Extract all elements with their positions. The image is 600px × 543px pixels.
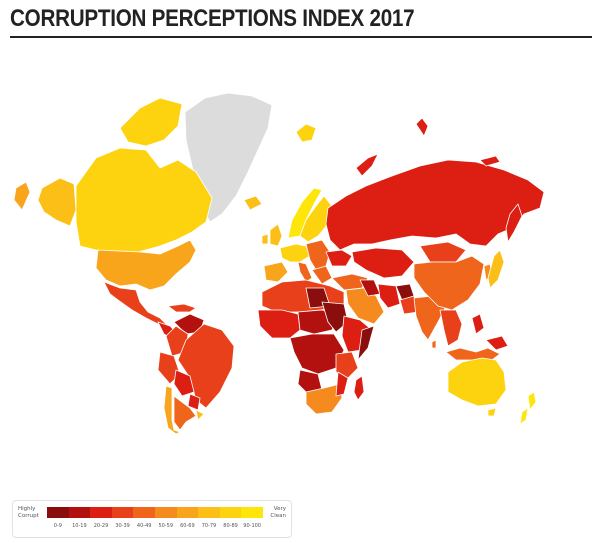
region-argentina[interactable] <box>173 395 197 431</box>
legend-high-line-2: Clean <box>270 513 286 519</box>
region-west-africa[interactable] <box>257 309 301 339</box>
legend-tick-label: 0-9 <box>53 523 62 529</box>
region-iceland[interactable] <box>243 195 263 211</box>
region-philippines[interactable] <box>471 313 485 335</box>
region-china[interactable] <box>413 255 485 311</box>
legend-swatch <box>47 507 69 518</box>
legend-low-line-1: Highly <box>18 506 36 512</box>
region-central-asia[interactable] <box>351 247 415 279</box>
region-brazil[interactable] <box>177 323 235 409</box>
region-arctic-islands[interactable] <box>119 97 183 147</box>
region-ireland[interactable] <box>261 233 269 245</box>
region-bolivia[interactable] <box>173 369 195 397</box>
region-mongolia[interactable] <box>419 241 467 263</box>
legend-swatch <box>198 507 220 518</box>
region-uk[interactable] <box>269 223 283 247</box>
region-novaya-zemlya[interactable] <box>355 153 379 177</box>
page-title: CORRUPTION PERCEPTIONS INDEX 2017 <box>10 5 415 32</box>
region-uruguay[interactable] <box>195 409 205 421</box>
legend-tick-label: 60-69 <box>180 523 195 529</box>
region-alaska[interactable] <box>37 177 77 227</box>
region-paraguay[interactable] <box>187 393 201 411</box>
region-chile[interactable] <box>163 385 181 435</box>
legend-swatch <box>68 507 91 518</box>
region-somalia[interactable] <box>357 325 375 361</box>
region-caribbean[interactable] <box>167 303 197 313</box>
region-japan[interactable] <box>487 249 505 289</box>
legend-swatch <box>176 507 199 518</box>
region-madagascar[interactable] <box>353 375 365 401</box>
region-canada[interactable] <box>75 147 213 253</box>
region-indonesia[interactable] <box>445 347 501 361</box>
legend-tick-label: 90-100 <box>243 523 261 529</box>
region-siberian-islands[interactable] <box>415 117 501 167</box>
region-mexico[interactable] <box>103 281 169 327</box>
region-new-zealand[interactable] <box>519 391 537 425</box>
legend-high-line-1: Very <box>273 506 286 512</box>
region-iberia[interactable] <box>263 261 289 283</box>
legend-swatch <box>154 507 177 518</box>
region-italy[interactable] <box>297 261 313 283</box>
region-sri-lanka[interactable] <box>431 339 437 349</box>
legend-low-label: Highly Corrupt <box>18 506 39 520</box>
region-southeast-asia[interactable] <box>439 309 463 347</box>
region-east-africa[interactable] <box>335 351 359 381</box>
legend-tick-label: 30-39 <box>115 523 130 529</box>
region-aleutians[interactable] <box>13 181 31 211</box>
legend-low-line-2: Corrupt <box>18 513 39 519</box>
region-usa[interactable] <box>95 239 197 291</box>
region-iran[interactable] <box>377 283 401 309</box>
legend-tick-label: 20-29 <box>93 523 109 529</box>
region-kamchatka[interactable] <box>505 203 523 243</box>
legend-swatch <box>111 507 134 518</box>
region-svalbard[interactable] <box>295 123 317 143</box>
region-russia[interactable] <box>325 159 545 251</box>
legend-tick-label: 50-59 <box>158 523 174 529</box>
legend-swatch <box>90 507 112 518</box>
region-australia[interactable] <box>447 357 507 407</box>
region-tasmania[interactable] <box>487 407 497 417</box>
legend-tick-label: 70-79 <box>201 523 217 529</box>
legend-high-label: Very Clean <box>270 506 286 520</box>
legend-swatch <box>241 507 263 518</box>
region-eastern-europe[interactable] <box>305 239 331 271</box>
region-ukraine[interactable] <box>325 249 353 267</box>
region-papua[interactable] <box>485 335 509 351</box>
legend-tick-label: 80-89 <box>223 523 238 529</box>
region-western-europe[interactable] <box>279 243 311 263</box>
region-sudan[interactable] <box>321 301 349 333</box>
legend-tick-label: 10-19 <box>72 523 87 529</box>
region-mozambique[interactable] <box>335 371 349 397</box>
legend-tick-label: 40-49 <box>136 523 152 529</box>
legend-swatch <box>133 507 155 518</box>
legend-swatch <box>219 507 242 518</box>
region-southern-africa[interactable] <box>305 383 343 415</box>
world-map <box>13 92 545 435</box>
legend-swatches <box>47 507 263 518</box>
title-divider <box>10 36 592 38</box>
legend-ticks: 0-9 10-19 20-29 30-39 40-49 50-59 60-69 70-79 80… <box>47 523 263 529</box>
map-legend: Highly Corrupt 0-9 10-19 20-29 30-39 40-49 50… <box>12 500 292 538</box>
